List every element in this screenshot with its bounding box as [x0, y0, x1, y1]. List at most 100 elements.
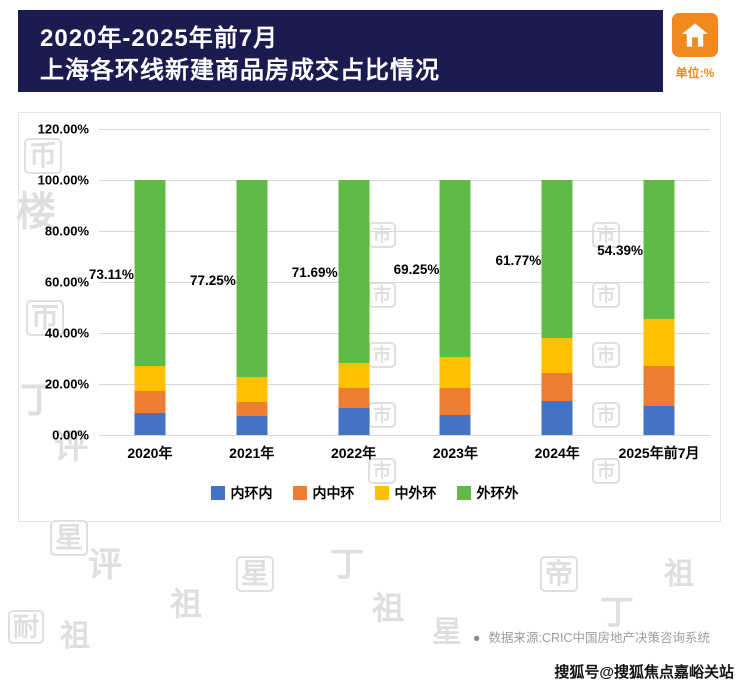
data-source: ● 数据来源:CRIC中国房地产决策咨询系统: [473, 627, 710, 646]
bar-segment-中外环: [541, 337, 573, 374]
bar-column: 69.25%: [394, 129, 506, 435]
bar-segment-内中环: [134, 390, 166, 414]
legend-item: 中外环: [374, 483, 437, 503]
bar-segment-中外环: [338, 362, 370, 389]
x-tick-label: 2021年: [229, 445, 275, 461]
y-tick-label: 80.00%: [44, 223, 89, 239]
bar-segment-内环内: [236, 415, 268, 435]
watermark: 帝: [540, 556, 579, 592]
gridline: [99, 231, 710, 232]
data-label: 73.11%: [88, 267, 134, 283]
watermark: 星: [50, 520, 89, 556]
bar-column: 73.11%: [89, 129, 201, 435]
header: 2020年-2025年前7月 上海各环线新建商品房成交占比情况: [18, 10, 663, 92]
bar-column: 71.69%: [292, 129, 405, 435]
watermark: 丁: [330, 546, 364, 584]
gridline: [99, 180, 710, 181]
bar-segment-外环外: [236, 180, 268, 377]
y-tick-label: 60.00%: [44, 274, 89, 290]
plot-area: 73.11% 77.25% 71.69% 69.25% 61.77% 54.39%: [89, 129, 710, 436]
bar-segment-内环内: [541, 401, 573, 435]
x-axis: 2020年 2021年 2022年 2023年 2024年 2025年前7月: [19, 443, 710, 463]
legend-swatch: [210, 486, 225, 500]
bar-segment-内环内: [643, 405, 675, 435]
bar-segment-外环外: [643, 180, 675, 319]
bar-segment-内中环: [338, 388, 370, 408]
legend-item: 内中环: [292, 483, 355, 503]
watermark: 祖: [170, 586, 203, 622]
gridline: [99, 129, 710, 130]
legend-swatch: [292, 486, 307, 500]
watermark: 祖: [664, 558, 694, 591]
gridline: [99, 384, 710, 385]
bar-segment-中外环: [134, 366, 166, 391]
watermark: 祖: [372, 590, 405, 626]
sohu-credit: 搜狐号@搜狐焦点嘉峪关站: [554, 664, 734, 681]
watermark: 评: [88, 546, 122, 584]
x-tick-label: 2022年: [330, 445, 377, 461]
bar-segment-外环外: [134, 180, 166, 367]
bar-column: 61.77%: [495, 129, 608, 435]
legend: 内环内 内中环 中外环 外环外: [19, 483, 710, 503]
house-icon: [672, 13, 718, 57]
chart: 120.00% 100.00% 80.00% 60.00% 40.00% 20.00% 0.…: [19, 122, 710, 443]
x-tick-label: 2023年: [432, 445, 478, 461]
unit-label: 单位:%: [675, 66, 715, 80]
source-text: 数据来源:CRIC中国房地产决策咨询系统: [488, 631, 710, 645]
watermark: 祖: [60, 620, 90, 653]
bar-segment-内中环: [643, 365, 675, 406]
legend-label: 内中环: [312, 485, 355, 501]
title-line2: 上海各环线新建商品房成交占比情况: [40, 57, 440, 85]
y-tick-label: 40.00%: [44, 325, 89, 341]
bar-column: 77.25%: [190, 129, 303, 435]
watermark: 星: [432, 616, 462, 649]
legend-label: 内环内: [230, 485, 273, 501]
data-label: 69.25%: [393, 262, 440, 278]
y-tick-label: 0.00%: [52, 427, 89, 443]
bar-segment-外环外: [439, 180, 471, 357]
legend-item: 内环内: [210, 483, 273, 503]
bar-column: 54.39%: [597, 129, 710, 435]
data-label: 61.77%: [495, 252, 542, 268]
x-tick-label: 2020年: [127, 445, 173, 461]
gridline: [99, 333, 710, 334]
watermark: 星: [236, 556, 275, 592]
bar-segment-内环内: [439, 415, 471, 435]
data-label: 71.69%: [291, 265, 338, 281]
stacked-bar: [236, 129, 268, 435]
gridline: [99, 435, 710, 436]
x-axis-spacer: [19, 443, 99, 463]
y-tick-label: 20.00%: [44, 376, 89, 392]
legend-label: 中外环: [394, 485, 437, 501]
house-icon-glyph: [682, 23, 708, 47]
data-label: 77.25%: [189, 272, 236, 288]
stacked-bar: [439, 129, 471, 435]
bar-segment-内中环: [236, 402, 268, 416]
watermark: 丁: [600, 594, 634, 632]
y-tick-label: 120.00%: [37, 121, 89, 137]
legend-item: 外环外: [456, 483, 519, 503]
bar-segment-中外环: [643, 318, 675, 366]
y-axis: 120.00% 100.00% 80.00% 60.00% 40.00% 20.00% 0.…: [19, 122, 99, 443]
bar-segment-内中环: [439, 388, 471, 416]
x-tick-label: 2025年前7月: [618, 445, 700, 461]
house-door: [692, 37, 698, 47]
source-bullet-icon: ●: [472, 631, 481, 645]
title-line1: 2020年-2025年前7月: [40, 25, 279, 52]
y-tick-label: 100.00%: [37, 172, 89, 188]
header-side: 单位:%: [666, 13, 724, 81]
bar-segment-外环外: [338, 180, 370, 363]
x-tick-label: 2024年: [534, 445, 580, 461]
bar-segment-中外环: [236, 377, 268, 403]
page-title: 2020年-2025年前7月 上海各环线新建商品房成交占比情况: [40, 23, 663, 88]
stacked-bar: [338, 129, 370, 435]
legend-swatch: [374, 486, 389, 500]
bar-segment-内中环: [541, 373, 573, 402]
watermark: 耐: [8, 610, 45, 644]
bar-segment-内环内: [134, 413, 166, 435]
stacked-bar: [134, 129, 166, 435]
bar-segment-内环内: [338, 407, 370, 435]
bar-segment-外环外: [541, 180, 573, 338]
stacked-bar: [643, 129, 675, 435]
bar-segment-中外环: [439, 356, 471, 389]
